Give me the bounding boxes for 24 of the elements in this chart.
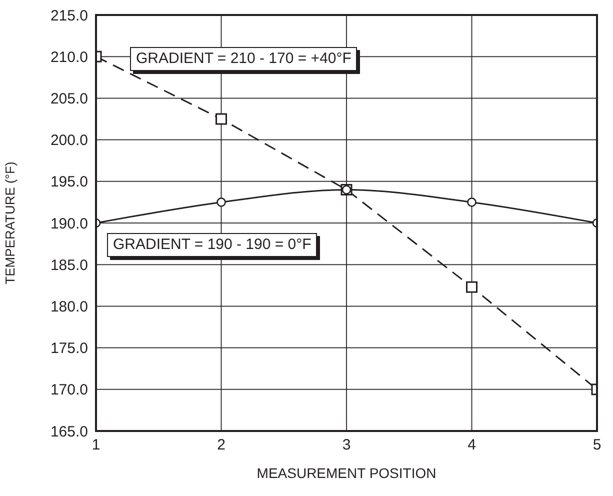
y-tick-label: 190.0 bbox=[50, 215, 88, 232]
y-tick-label: 185.0 bbox=[50, 256, 88, 274]
y-tick-label: 205.0 bbox=[50, 90, 88, 108]
x-tick-label: 2 bbox=[217, 436, 226, 454]
annotation: GRADIENT = 210 - 170 = +40°F bbox=[130, 47, 358, 71]
x-tick-label: 4 bbox=[468, 436, 476, 454]
x-tick-label: 1 bbox=[92, 436, 100, 454]
point bbox=[467, 198, 476, 207]
annotation: GRADIENT = 190 - 190 = 0°F bbox=[107, 233, 318, 257]
y-tick-label: 210.0 bbox=[50, 48, 88, 66]
y-tick-label: 215.0 bbox=[50, 7, 88, 24]
y-tick-label: 175.0 bbox=[50, 340, 88, 358]
y-axis-title: TEMPERATURE (°F) bbox=[2, 162, 18, 284]
y-tick-label: 165.0 bbox=[50, 423, 88, 440]
y-tick-label: 170.0 bbox=[50, 382, 88, 399]
y-tick-label: 200.0 bbox=[50, 132, 88, 150]
x-tick-label: 5 bbox=[592, 436, 602, 454]
point bbox=[216, 198, 226, 207]
point bbox=[466, 281, 478, 293]
y-tick-label: 195.0 bbox=[50, 174, 88, 191]
point bbox=[216, 113, 227, 125]
x-axis-title: MEASUREMENT POSITION bbox=[256, 465, 436, 481]
y-tick-label: 180.0 bbox=[50, 298, 88, 316]
x-tick-label: 3 bbox=[342, 436, 351, 454]
